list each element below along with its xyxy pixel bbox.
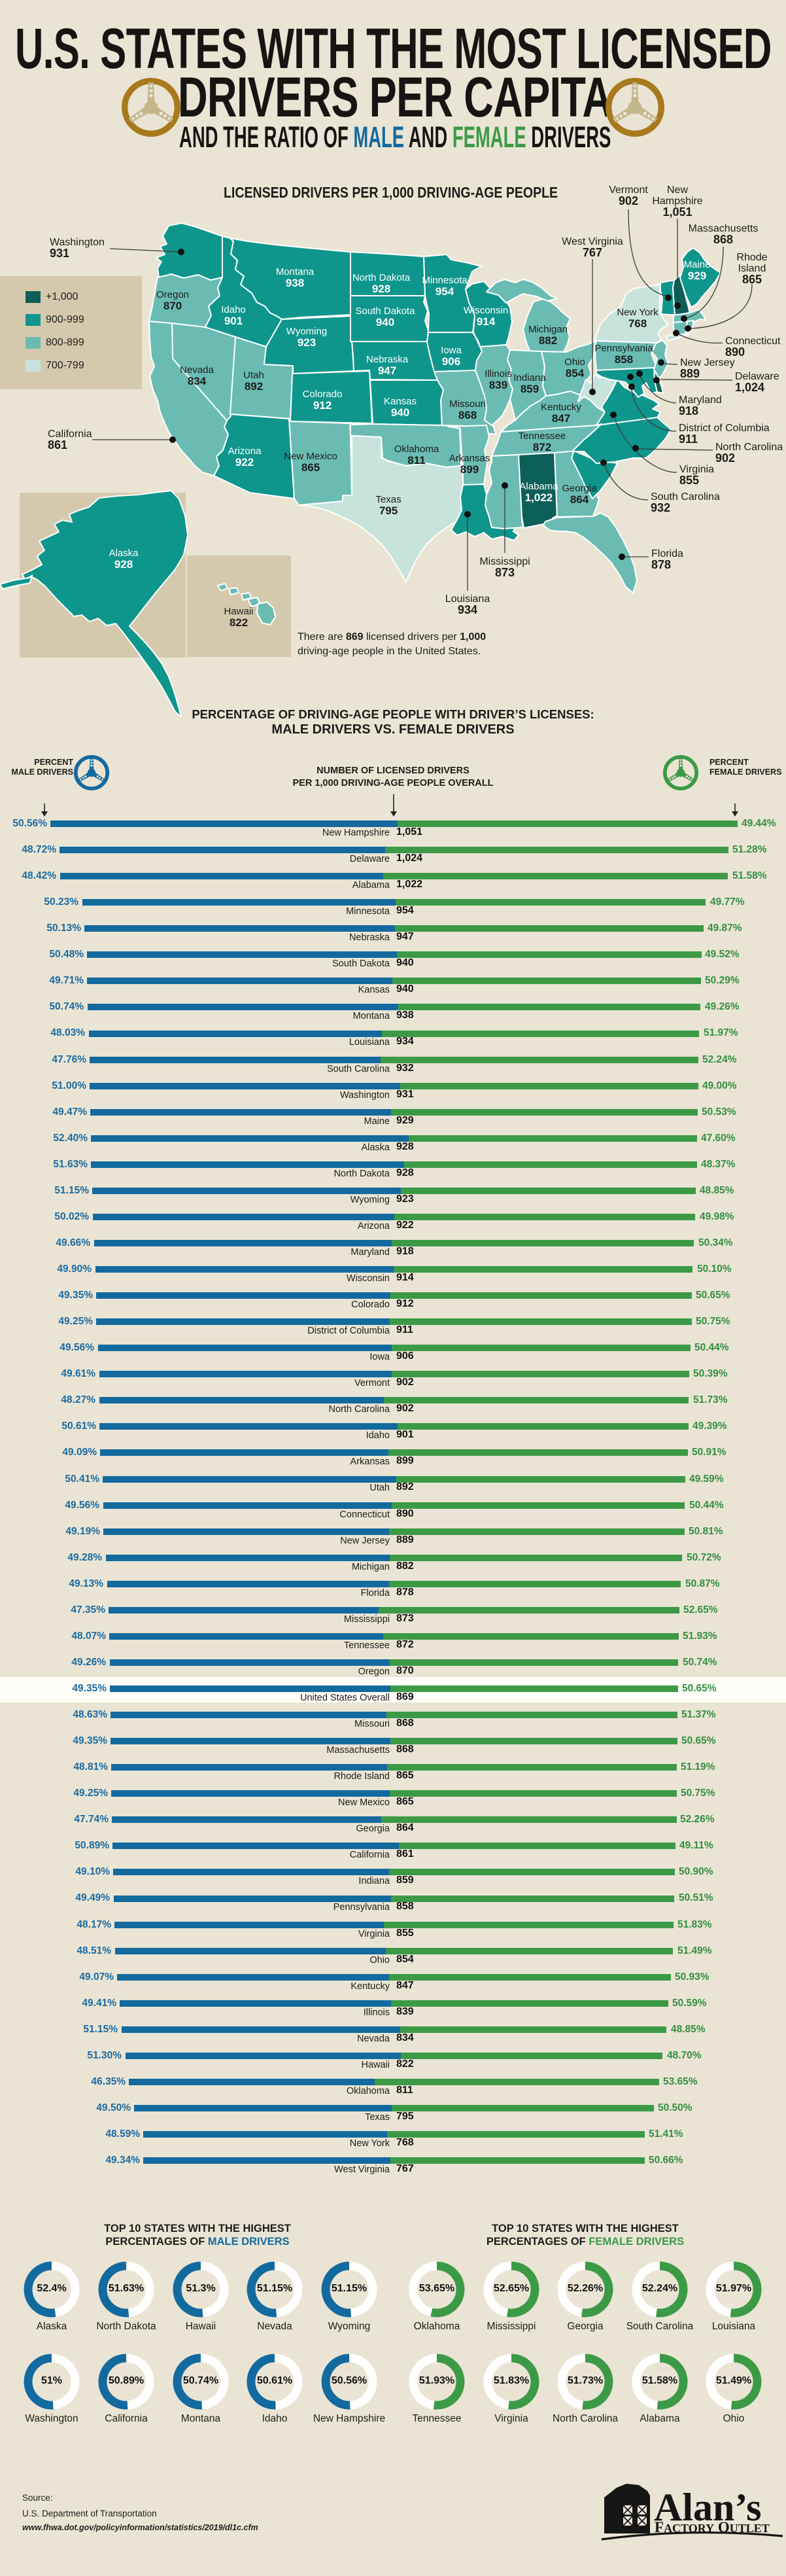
svg-text:Alan’s: Alan’s bbox=[654, 2486, 761, 2529]
svg-text:FACTORY OUTLET: FACTORY OUTLET bbox=[655, 2519, 770, 2535]
